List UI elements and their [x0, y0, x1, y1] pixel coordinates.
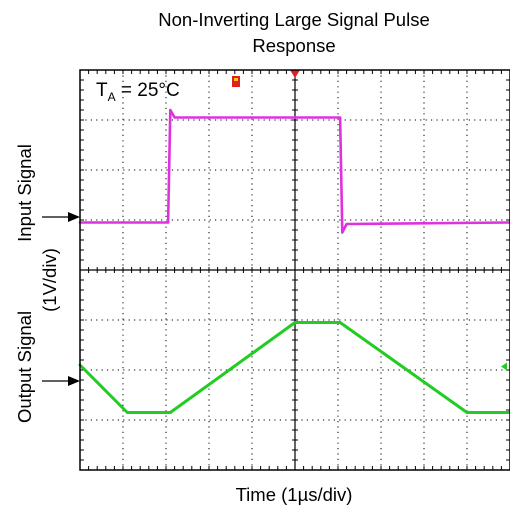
temperature-annotation: TA = 25°C — [96, 80, 180, 104]
chart-title-line2: Response — [252, 35, 335, 56]
trigger-level-marker — [232, 76, 240, 87]
ylabel-input-line1: Input Signal — [14, 144, 35, 242]
trigger-marker — [290, 70, 300, 78]
ylabel-input-line2: (1V/div) — [39, 248, 60, 312]
output-reference-arrow — [42, 376, 80, 386]
annotation-suffix: = 25°C — [116, 80, 180, 101]
input-signal-trace — [78, 108, 510, 234]
input-reference-arrow — [42, 212, 80, 222]
annotation-prefix: T — [96, 80, 108, 101]
annotation-sub: A — [108, 90, 116, 104]
ylabel-output: Output Signal — [14, 311, 35, 423]
output-signal-trace — [78, 321, 510, 414]
traces — [78, 108, 510, 414]
xlabel: Time (1µs/div) — [236, 484, 353, 505]
plot-frame — [79, 69, 510, 471]
chart-title-line1: Non-Inverting Large Signal Pulse — [158, 9, 430, 30]
output-level-marker — [501, 362, 507, 371]
trigger-level-marker-detail — [234, 78, 238, 81]
markers — [232, 70, 507, 371]
